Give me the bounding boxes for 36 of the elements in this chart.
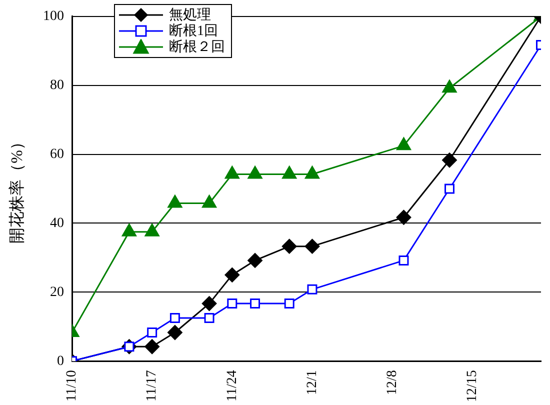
point xyxy=(398,255,409,266)
point xyxy=(250,298,260,309)
point xyxy=(147,328,158,338)
point xyxy=(248,252,263,268)
point xyxy=(284,298,294,309)
legend-label: 断根２回 xyxy=(169,38,225,56)
point xyxy=(307,284,318,294)
point xyxy=(204,313,214,324)
y-tick-label: 80 xyxy=(50,78,64,94)
legend-label: 断根1回 xyxy=(169,22,218,40)
x-tick-label: 11/24 xyxy=(224,370,240,402)
point xyxy=(144,339,160,354)
point xyxy=(282,238,297,254)
x-tick-label: 12/8 xyxy=(384,370,400,395)
point xyxy=(167,325,182,340)
x-tick-label: 11/17 xyxy=(144,370,160,402)
y-tick-label: 0 xyxy=(57,354,64,369)
point xyxy=(227,298,238,309)
x-tick-label: 11/10 xyxy=(64,370,80,402)
point xyxy=(396,210,412,225)
point xyxy=(442,152,457,168)
x-tick-label: 12/1 xyxy=(304,370,320,395)
point xyxy=(170,313,180,324)
point xyxy=(396,137,412,150)
x-tick-label: 12/15 xyxy=(465,370,480,402)
point xyxy=(442,80,457,93)
point xyxy=(304,238,320,254)
point xyxy=(202,296,217,312)
point xyxy=(444,184,454,194)
y-tick-label: 100 xyxy=(43,9,64,24)
y-tick-label: 40 xyxy=(50,216,64,231)
y-tick-label: 20 xyxy=(50,284,64,300)
legend-label: 無処理 xyxy=(169,6,211,24)
point xyxy=(224,267,240,282)
y-axis-title: 開花株率（%） xyxy=(8,134,26,244)
y-tick-label: 60 xyxy=(50,146,64,162)
